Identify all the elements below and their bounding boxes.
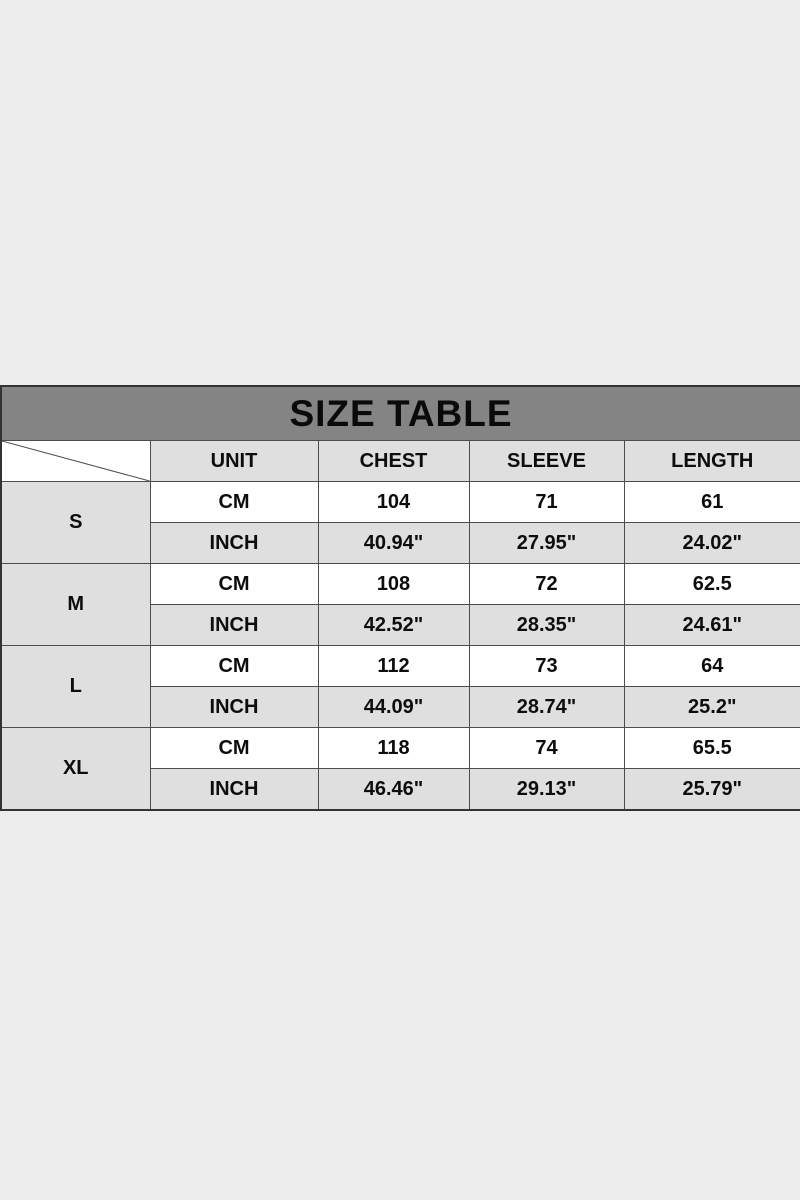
cell-xl-inch-sleeve: 29.13": [468, 768, 625, 811]
table-row: XL CM 118 74 65.5: [0, 727, 800, 811]
cell-l-inch-length: 25.2": [623, 686, 800, 728]
table-title: SIZE TABLE: [0, 385, 800, 441]
cell-m-inch-chest: 42.52": [317, 604, 470, 646]
cell-m-inch-sleeve: 28.35": [468, 604, 625, 646]
cell-l-cm-sleeve: 73: [468, 645, 625, 687]
unit-label: CM: [149, 645, 319, 687]
cell-s-cm-length: 61: [623, 481, 800, 523]
table-row: INCH 46.46" 29.13" 25.79": [1, 768, 800, 811]
cell-l-inch-chest: 44.09": [317, 686, 470, 728]
column-header-unit: UNIT: [149, 440, 319, 482]
cell-xl-cm-sleeve: 74: [468, 727, 625, 769]
size-label-s: S: [0, 481, 151, 564]
cell-s-inch-sleeve: 27.95": [468, 522, 625, 564]
cell-s-cm-chest: 104: [317, 481, 470, 523]
cell-s-inch-length: 24.02": [623, 522, 800, 564]
cell-s-inch-chest: 40.94": [317, 522, 470, 564]
size-table-container: SIZE TABLE UNIT CHEST SLEEVE LENGTH S CM…: [0, 385, 800, 811]
size-label-m: M: [0, 563, 151, 646]
unit-label: INCH: [149, 768, 319, 811]
cell-l-inch-sleeve: 28.74": [468, 686, 625, 728]
table-row: INCH 40.94" 27.95" 24.02": [1, 522, 800, 564]
column-header-length: LENGTH: [623, 440, 800, 482]
table-row: INCH 44.09" 28.74" 25.2": [1, 686, 800, 728]
cell-xl-inch-length: 25.79": [623, 768, 800, 811]
cell-m-cm-chest: 108: [317, 563, 470, 605]
cell-m-cm-sleeve: 72: [468, 563, 625, 605]
cell-m-cm-length: 62.5: [623, 563, 800, 605]
diagonal-corner-cell: [0, 440, 151, 482]
diagonal-line-icon: [2, 441, 150, 481]
cell-xl-inch-chest: 46.46": [317, 768, 470, 811]
unit-label: INCH: [149, 522, 319, 564]
column-header-chest: CHEST: [317, 440, 470, 482]
cell-xl-cm-length: 65.5: [623, 727, 800, 769]
unit-label: INCH: [149, 686, 319, 728]
size-label-l: L: [0, 645, 151, 728]
size-label-xl: XL: [0, 727, 151, 811]
cell-s-cm-sleeve: 71: [468, 481, 625, 523]
unit-label: CM: [149, 563, 319, 605]
cell-xl-cm-chest: 118: [317, 727, 470, 769]
cell-m-inch-length: 24.61": [623, 604, 800, 646]
unit-label: CM: [149, 481, 319, 523]
unit-label: INCH: [149, 604, 319, 646]
cell-l-cm-chest: 112: [317, 645, 470, 687]
size-table: SIZE TABLE UNIT CHEST SLEEVE LENGTH S CM…: [0, 385, 800, 811]
unit-label: CM: [149, 727, 319, 769]
column-header-sleeve: SLEEVE: [468, 440, 625, 482]
cell-l-cm-length: 64: [623, 645, 800, 687]
table-row: S CM 104 71 61: [0, 481, 800, 564]
table-row: L CM 112 73 64: [0, 645, 800, 728]
table-row: INCH 42.52" 28.35" 24.61": [1, 604, 800, 646]
table-row: M CM 108 72 62.5: [0, 563, 800, 646]
